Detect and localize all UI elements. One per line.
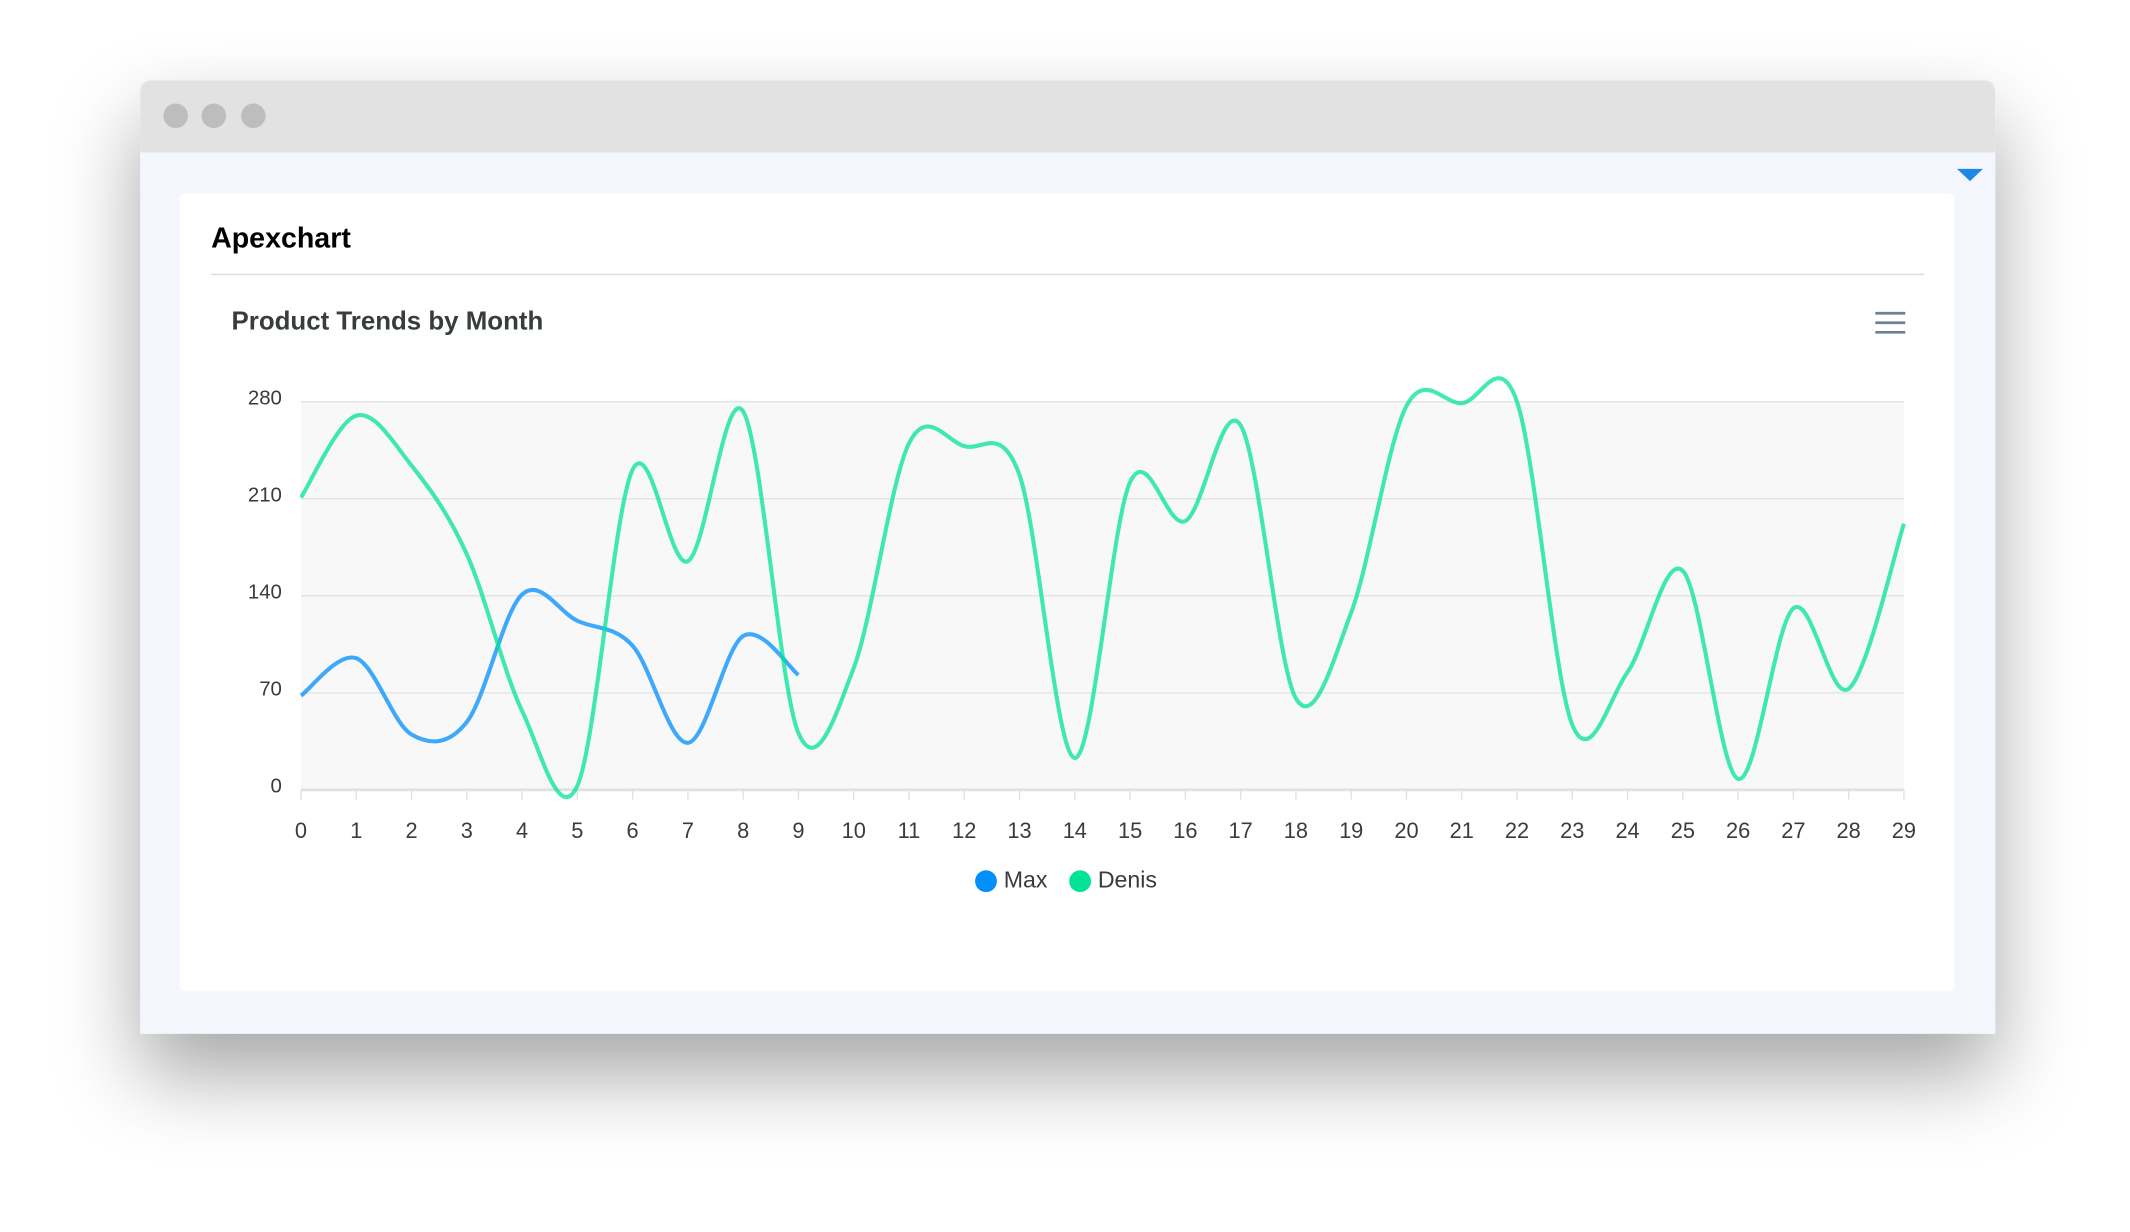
x-tick-label: 18	[1284, 818, 1308, 843]
x-tick-label: 12	[952, 818, 976, 843]
menu-icon[interactable]	[1875, 311, 1906, 334]
x-tick-label: 13	[1007, 818, 1031, 843]
x-tick-label: 4	[516, 818, 528, 843]
x-tick-label: 26	[1726, 818, 1750, 843]
y-tick-label: 70	[259, 679, 282, 701]
series-line	[299, 376, 1906, 799]
dropdown-arrow[interactable]	[1957, 168, 1983, 182]
x-tick-label: 3	[461, 818, 473, 843]
title-bar	[140, 80, 1996, 153]
x-tick-label: 19	[1339, 818, 1363, 843]
x-tick-label: 9	[792, 818, 804, 843]
x-tick-label: 1	[350, 818, 362, 843]
x-tick-label: 25	[1671, 818, 1695, 843]
x-tick-label: 22	[1505, 818, 1529, 843]
x-tick-label: 2	[405, 818, 417, 843]
x-tick-label: 0	[295, 818, 307, 843]
x-tick-label: 17	[1229, 818, 1253, 843]
x-tick-label: 24	[1615, 818, 1639, 843]
window-button[interactable]	[163, 103, 188, 129]
chart-title: Product Trends by Month	[232, 308, 544, 336]
legend-label: Denis	[1098, 866, 1157, 892]
x-tick-label: 5	[571, 818, 583, 843]
x-tick-label: 10	[842, 818, 866, 843]
series-line	[299, 587, 800, 745]
card-title: Apexchart	[211, 222, 351, 254]
grid-band	[300, 498, 1904, 596]
x-tick-label: 21	[1450, 818, 1474, 843]
x-tick-label: 28	[1837, 818, 1861, 843]
legend-label: Max	[1004, 866, 1048, 892]
y-tick-label: 280	[248, 387, 282, 409]
legend-marker	[1069, 870, 1092, 893]
y-tick-label: 210	[248, 484, 282, 506]
legend-marker	[975, 870, 997, 893]
x-tick-label: 11	[898, 818, 921, 843]
x-tick-label: 6	[627, 818, 639, 843]
y-tick-label: 0	[271, 776, 282, 798]
x-tick-label: 27	[1781, 818, 1805, 843]
x-tick-label: 29	[1892, 818, 1916, 843]
grid-band	[300, 401, 1904, 499]
x-tick-label: 14	[1063, 818, 1087, 843]
x-tick-label: 16	[1173, 818, 1197, 843]
x-tick-label: 23	[1560, 818, 1584, 843]
window-button[interactable]	[201, 103, 227, 129]
x-tick-label: 15	[1118, 818, 1142, 843]
grid-band	[300, 692, 1904, 790]
x-tick-label: 7	[682, 818, 694, 843]
window-button[interactable]	[241, 103, 266, 129]
y-tick-label: 140	[248, 582, 282, 604]
x-tick-label: 20	[1394, 818, 1418, 843]
x-tick-label: 8	[737, 818, 749, 843]
